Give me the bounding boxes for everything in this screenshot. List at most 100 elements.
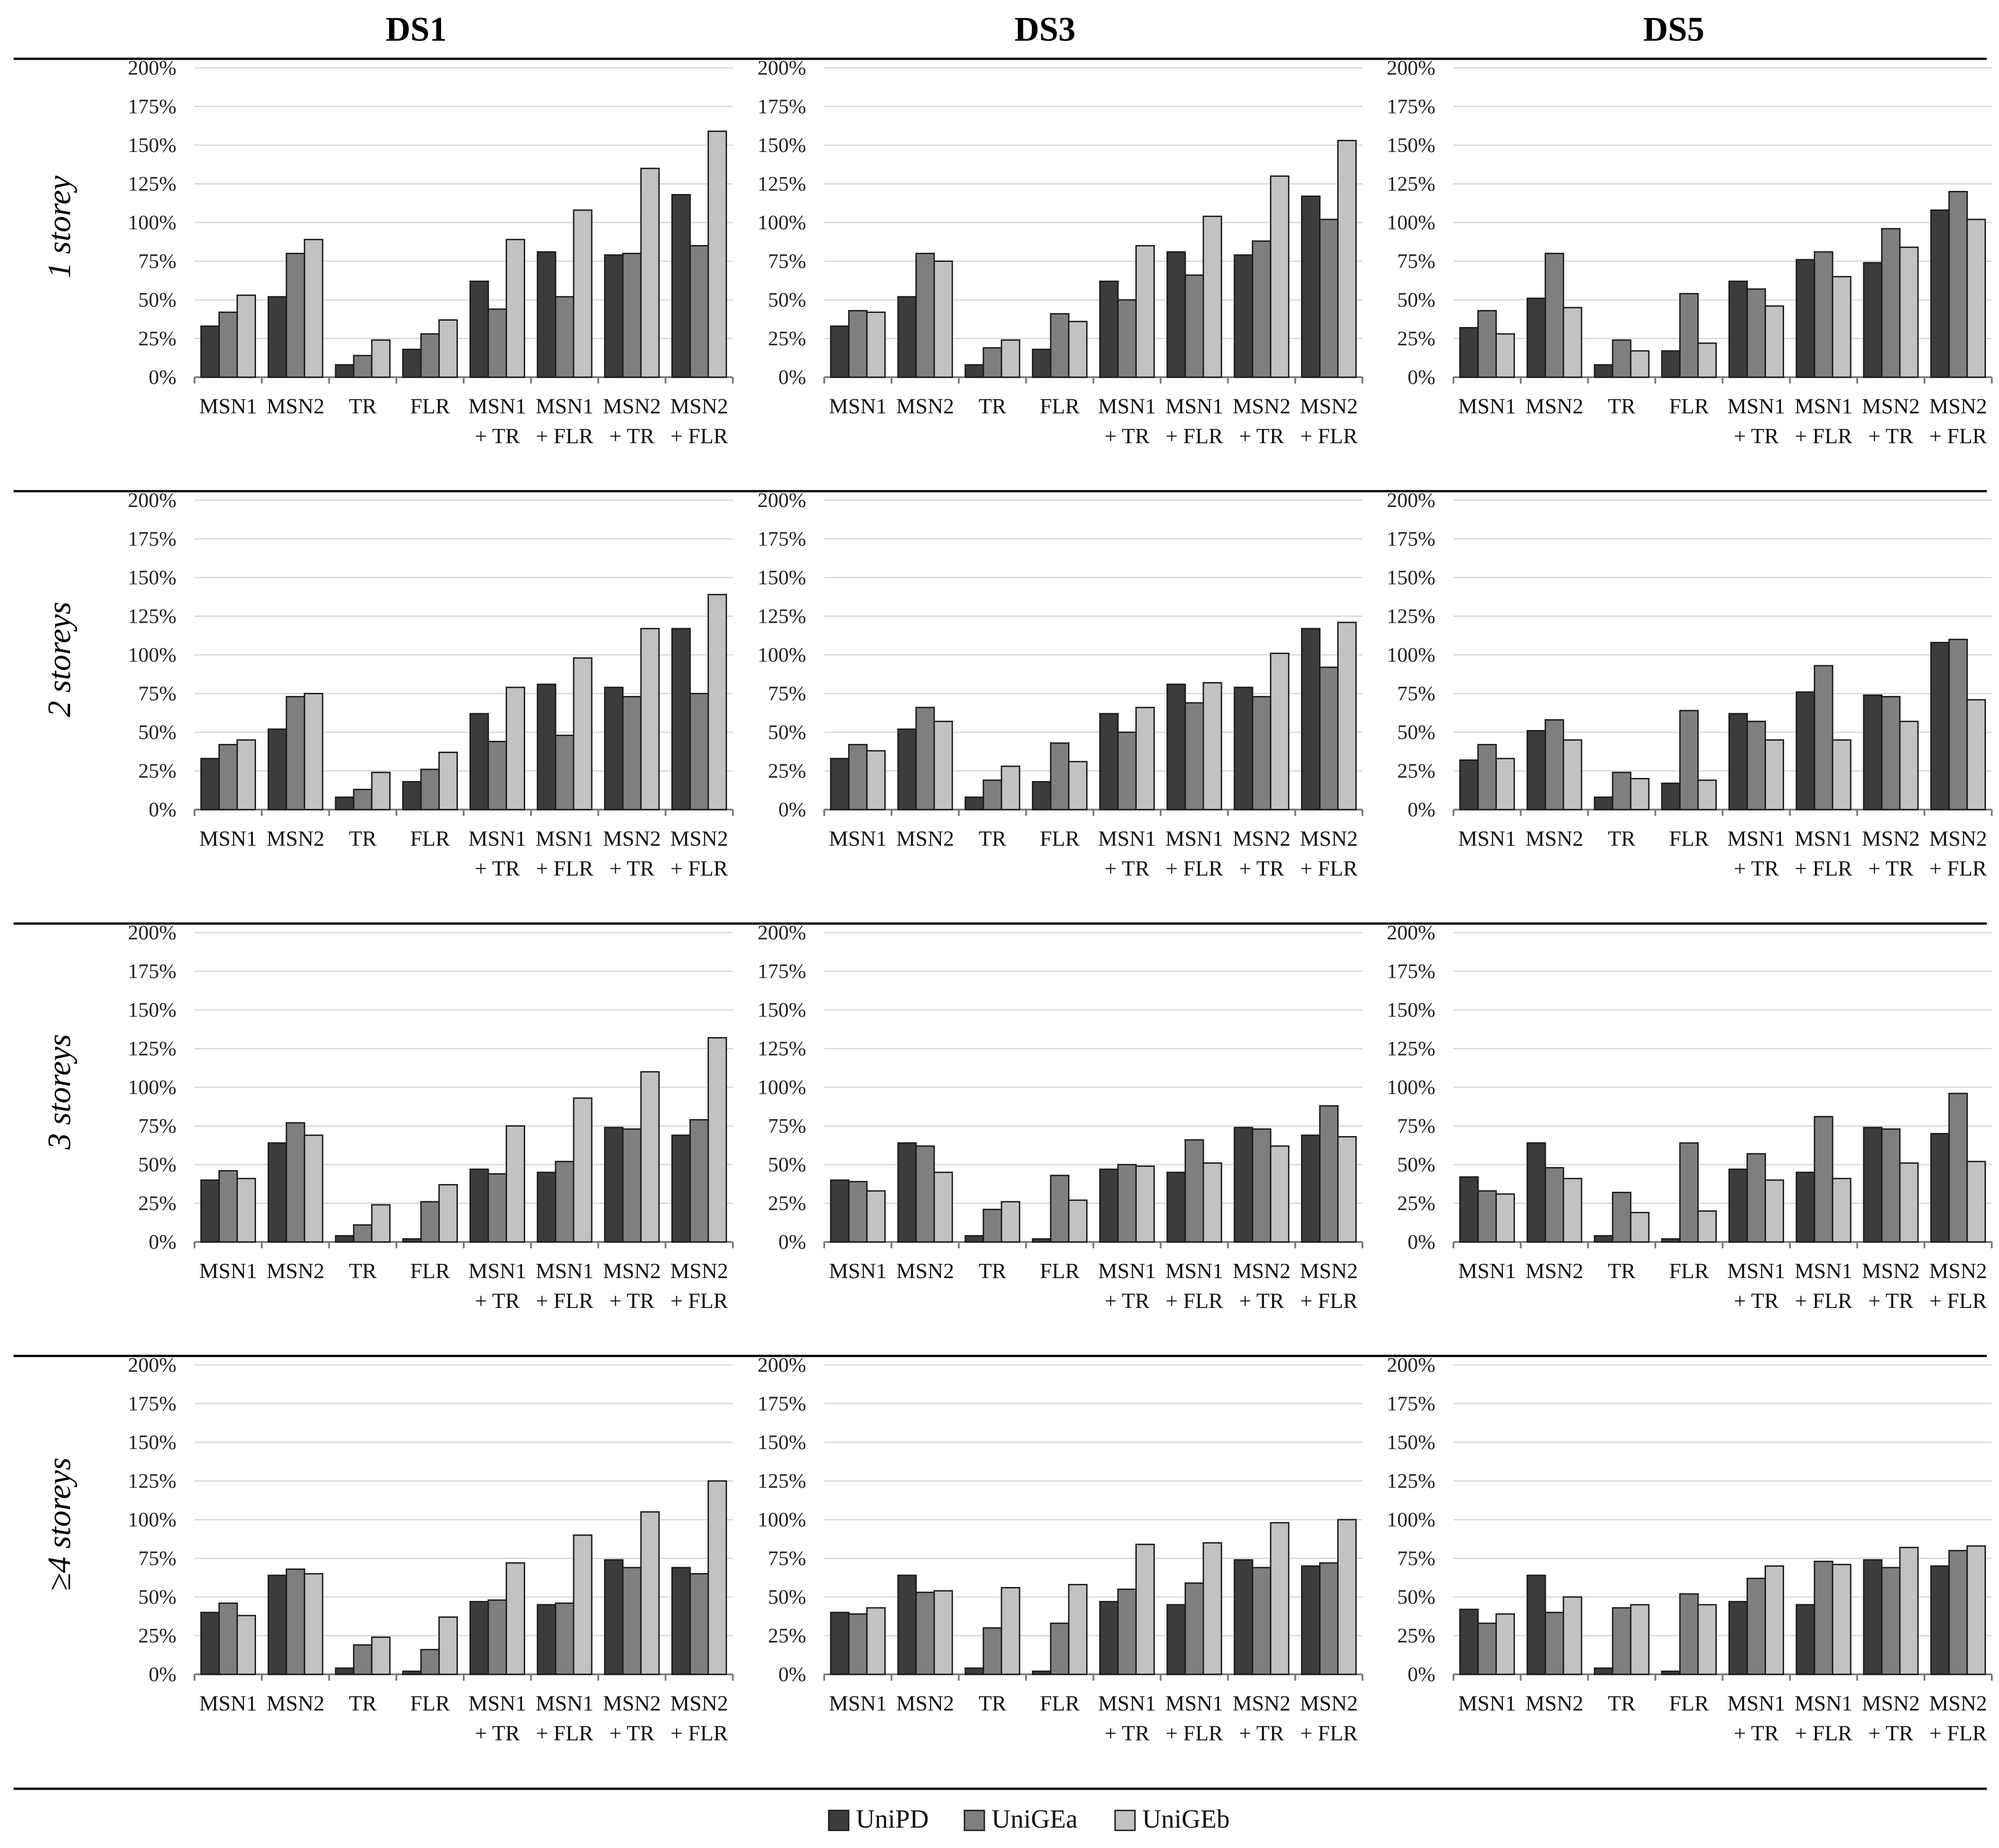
bar-unigeb xyxy=(1630,778,1650,810)
y-tick-label: 100% xyxy=(758,1508,806,1531)
bar-unigeb xyxy=(1697,1604,1717,1675)
y-tick-label: 75% xyxy=(138,1547,176,1570)
bar-unigea xyxy=(353,355,373,378)
bar-unigeb xyxy=(505,1125,525,1243)
x-tick-label: FLR xyxy=(1040,1692,1080,1715)
y-tick-label: 125% xyxy=(128,1037,176,1060)
bar-unigea xyxy=(848,310,868,378)
x-tick-label: MSN2 xyxy=(266,1259,324,1283)
y-tick-label: 125% xyxy=(758,605,806,628)
y-tick-label: 200% xyxy=(1387,921,1435,944)
bar-unipd xyxy=(1594,1667,1614,1675)
bar-unipd xyxy=(267,1574,287,1675)
x-tick-label: MSN1 xyxy=(199,394,257,418)
y-tick-label: 75% xyxy=(768,1114,806,1137)
bar-unigeb xyxy=(1899,1547,1919,1675)
y-tick-label: 0% xyxy=(1408,1663,1435,1686)
x-tick-label: + TR xyxy=(609,1721,655,1745)
bar-unigeb xyxy=(1270,175,1290,378)
y-tick-label: 125% xyxy=(758,1037,806,1060)
legend-label-unigeb: UniGEb xyxy=(1142,1804,1230,1834)
bar-unigea xyxy=(1679,710,1699,810)
panel-2-ds3: 0% 25% 50% 75% 100% 125% 150% 175% 200% MSN1 MSN2 T… xyxy=(758,488,1363,881)
y-tick-label: 50% xyxy=(768,720,806,744)
x-tick-label: TR xyxy=(978,1692,1006,1715)
bar-unigea xyxy=(285,696,305,810)
y-tick-label: 100% xyxy=(128,1076,176,1099)
y-tick-label: 150% xyxy=(128,1431,176,1454)
bar-unipd xyxy=(1166,683,1186,810)
bar-unipd xyxy=(267,1142,287,1243)
bar-unigea xyxy=(1544,1611,1564,1675)
bar-unigeb xyxy=(1697,342,1717,378)
x-tick-label: MSN1 xyxy=(829,1692,887,1715)
bar-unigea xyxy=(1117,1588,1137,1675)
bar-unipd xyxy=(1234,254,1254,378)
bar-unipd xyxy=(1930,642,1950,810)
bar-unipd xyxy=(830,758,850,810)
x-tick-label: FLR xyxy=(1040,1259,1080,1283)
bar-unigea xyxy=(1814,665,1833,810)
x-tick-label: + FLR xyxy=(536,1721,594,1745)
y-tick-label: 50% xyxy=(768,1153,806,1176)
bar-unigeb xyxy=(1202,682,1222,810)
y-tick-label: 200% xyxy=(758,921,806,944)
y-tick-label: 175% xyxy=(128,960,176,983)
y-tick-label: 125% xyxy=(1387,605,1435,628)
bar-unigea xyxy=(353,789,373,810)
x-tick-label: + TR xyxy=(1105,1721,1150,1745)
y-tick-label: 50% xyxy=(1397,1153,1435,1176)
bar-unigeb xyxy=(866,1607,886,1675)
bar-unigeb xyxy=(236,1615,256,1675)
column-header-ds3: DS3 xyxy=(1014,10,1075,48)
bar-unigea xyxy=(1477,310,1497,378)
bar-unigeb xyxy=(1966,699,1986,810)
y-tick-label: 25% xyxy=(1397,1624,1435,1647)
bar-unipd xyxy=(469,1168,489,1243)
y-tick-label: 200% xyxy=(758,1353,806,1376)
bar-unipd xyxy=(267,296,287,378)
legend: UniPD UniGEa UniGEb xyxy=(828,1804,1230,1834)
bar-unipd xyxy=(1166,251,1186,378)
bar-unipd xyxy=(1930,1133,1950,1243)
x-tick-label: + TR xyxy=(475,1721,520,1745)
x-tick-label: MSN1 xyxy=(1165,1259,1223,1283)
y-tick-label: 0% xyxy=(149,365,176,389)
column-header-ds1: DS1 xyxy=(385,10,446,48)
x-tick-label: MSN2 xyxy=(670,1692,728,1715)
x-tick-label: + FLR xyxy=(670,857,728,881)
x-tick-label: + FLR xyxy=(670,1289,728,1313)
x-tick-label: MSN1 xyxy=(829,394,887,418)
x-tick-label: MSN1 xyxy=(1098,394,1156,418)
bar-unigea xyxy=(915,706,935,810)
y-tick-label: 150% xyxy=(1387,566,1435,589)
bar-unigea xyxy=(1477,1622,1497,1675)
bar-unigeb xyxy=(304,693,323,810)
y-tick-label: 50% xyxy=(138,720,176,744)
x-tick-label: MSN2 xyxy=(1525,1259,1583,1283)
bar-unigeb xyxy=(1495,1193,1515,1243)
bar-unipd xyxy=(1661,782,1681,810)
bar-unigeb xyxy=(505,239,525,378)
x-tick-label: MSN2 xyxy=(1929,827,1987,851)
y-tick-label: 25% xyxy=(768,1624,806,1647)
x-tick-label: TR xyxy=(349,1259,376,1283)
bar-unigea xyxy=(1881,696,1901,810)
x-tick-label: + FLR xyxy=(1166,857,1223,881)
bar-unipd xyxy=(1032,1670,1052,1675)
bar-unipd xyxy=(1661,350,1681,378)
bar-unipd xyxy=(1099,713,1119,810)
x-tick-label: MSN1 xyxy=(1458,1259,1516,1283)
bar-unipd xyxy=(1728,713,1748,810)
bar-unigea xyxy=(1544,719,1564,810)
bar-unigeb xyxy=(1068,321,1088,378)
bar-unipd xyxy=(1930,1565,1950,1675)
y-tick-label: 175% xyxy=(758,960,806,983)
x-tick-label: + TR xyxy=(1239,1721,1284,1745)
x-tick-label: + FLR xyxy=(670,1721,728,1745)
y-tick-label: 200% xyxy=(1387,56,1435,79)
x-tick-label: MSN1 xyxy=(1458,1692,1516,1715)
x-tick-label: MSN2 xyxy=(1233,827,1291,851)
x-tick-label: TR xyxy=(349,1692,376,1715)
